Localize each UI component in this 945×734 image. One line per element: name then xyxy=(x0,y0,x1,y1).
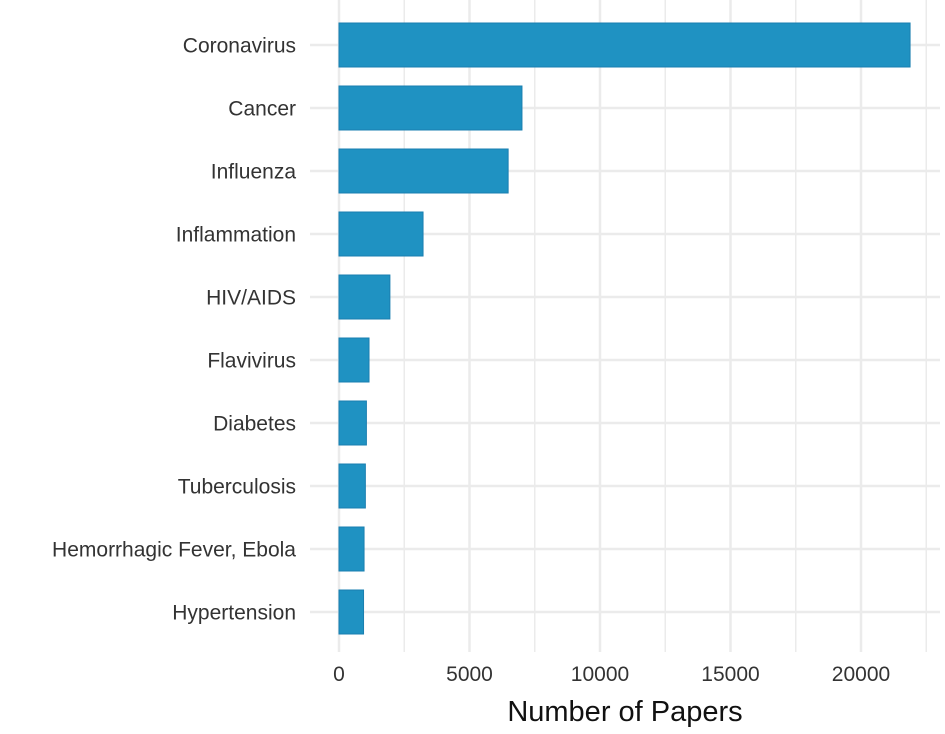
x-axis-ticks: 0 5000 10000 15000 20000 xyxy=(333,663,890,686)
category-label: Hemorrhagic Fever, Ebola xyxy=(52,539,296,562)
bar xyxy=(338,148,509,194)
category-label: Hypertension xyxy=(172,602,296,625)
bars xyxy=(338,22,911,635)
category-label: Influenza xyxy=(211,161,297,184)
bar xyxy=(338,85,523,131)
bar xyxy=(338,22,911,68)
bar xyxy=(338,337,370,383)
bar xyxy=(338,274,391,320)
x-tick-label: 0 xyxy=(333,663,345,686)
x-tick-label: 20000 xyxy=(832,663,890,686)
x-tick-label: 15000 xyxy=(701,663,759,686)
bar xyxy=(338,589,365,635)
x-axis-title: Number of Papers xyxy=(507,696,742,728)
category-labels: Coronavirus Cancer Influenza Inflammation HI… xyxy=(52,35,296,625)
bar xyxy=(338,526,365,572)
x-tick-label: 10000 xyxy=(571,663,629,686)
bar xyxy=(338,400,367,446)
category-label: Diabetes xyxy=(213,413,296,436)
category-label: Tuberculosis xyxy=(178,476,296,499)
category-label: Flavivirus xyxy=(207,350,296,373)
bar xyxy=(338,463,366,509)
bar xyxy=(338,211,424,257)
category-label: Inflammation xyxy=(176,224,296,247)
category-label: Coronavirus xyxy=(183,35,296,58)
x-tick-label: 5000 xyxy=(446,663,493,686)
category-label: HIV/AIDS xyxy=(206,287,296,310)
category-label: Cancer xyxy=(228,98,296,121)
